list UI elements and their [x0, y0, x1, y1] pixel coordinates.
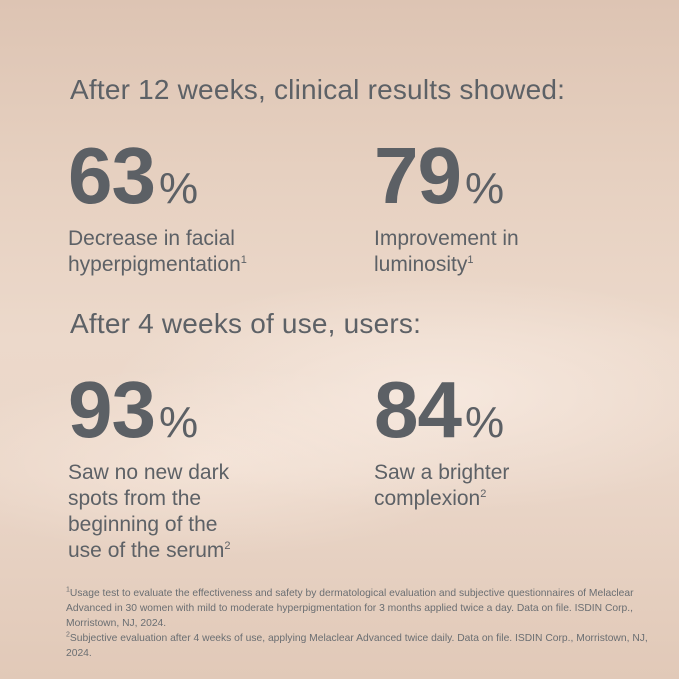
percent-sign: %	[158, 398, 199, 447]
stat-value: 93%	[68, 365, 199, 454]
stat-facial-hyperpigmentation: 63% Decrease in facial hyperpigmentation…	[68, 136, 328, 278]
clinical-results-heading: After 12 weeks, clinical results showed:	[70, 74, 566, 105]
footnote-ref: 2	[480, 488, 487, 500]
percent-sign: %	[464, 164, 505, 213]
stat-description: Decrease in facial hyperpigmentation1	[68, 227, 247, 276]
footnote-ref: 1	[240, 254, 247, 266]
stat-luminosity: 79% Improvement in luminosity1	[374, 136, 634, 278]
stat-no-new-dark-spots: 93% Saw no new dark spots from the begin…	[68, 370, 328, 564]
stat-value: 79%	[374, 131, 505, 220]
stat-value: 63%	[68, 131, 199, 220]
percent-sign: %	[464, 398, 505, 447]
stat-description: Saw a brighter complexion2	[374, 461, 510, 510]
stat-description: Saw no new dark spots from the beginning…	[68, 461, 231, 562]
stat-brighter-complexion: 84% Saw a brighter complexion2	[374, 370, 634, 512]
footnote-2: 2Subjective evaluation after 4 weeks of …	[66, 631, 648, 659]
stat-value: 84%	[374, 365, 505, 454]
percent-sign: %	[158, 164, 199, 213]
stat-description: Improvement in luminosity1	[374, 227, 519, 276]
users-results-heading: After 4 weeks of use, users:	[70, 308, 422, 339]
footnote-ref: 1	[467, 254, 474, 266]
footnote-1: 1Usage test to evaluate the effectivenes…	[66, 586, 634, 629]
footnotes: 1Usage test to evaluate the effectivenes…	[66, 586, 656, 661]
footnote-ref: 2	[224, 540, 231, 552]
